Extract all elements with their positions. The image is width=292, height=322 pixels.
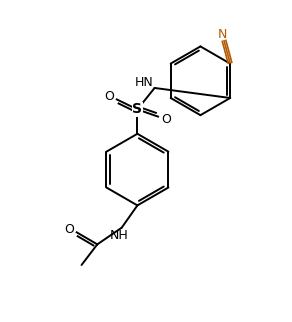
Text: S: S bbox=[132, 102, 142, 117]
Text: O: O bbox=[104, 90, 114, 103]
Text: O: O bbox=[65, 223, 74, 236]
Text: N: N bbox=[218, 27, 227, 41]
Text: NH: NH bbox=[110, 229, 129, 242]
Text: HN: HN bbox=[135, 76, 154, 89]
Text: O: O bbox=[161, 113, 171, 126]
